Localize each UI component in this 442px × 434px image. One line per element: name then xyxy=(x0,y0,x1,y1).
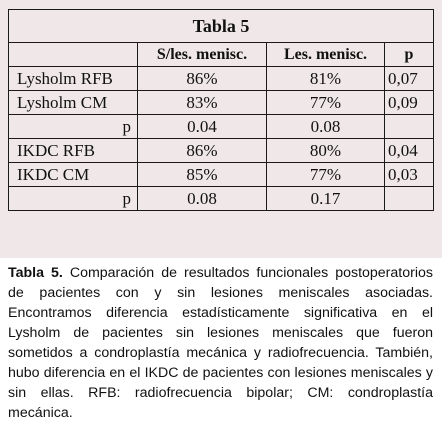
cell-con-lesion: 77% xyxy=(266,90,385,115)
cell-con-lesion: 0.08 xyxy=(266,114,385,139)
cell-sin-lesion: 0.08 xyxy=(137,186,267,211)
cell-con-lesion: 81% xyxy=(266,66,385,91)
cell-p: 0,04 xyxy=(384,138,434,163)
cell-p xyxy=(384,114,434,139)
table-row: Lysholm CM 83% 77% 0,09 xyxy=(8,90,434,115)
cell-sin-lesion: 0.04 xyxy=(137,114,267,139)
header-con-lesion: Les. menisc. xyxy=(266,42,385,67)
table-row: Lysholm RFB 86% 81% 0,07 xyxy=(8,66,434,91)
table-caption: Tabla 5. Comparación de resultados funci… xyxy=(8,263,433,423)
table-title: Tabla 5 xyxy=(8,9,434,43)
table-header-row: S/les. menisc. Les. menisc. p xyxy=(8,42,434,67)
row-label: IKDC RFB xyxy=(8,138,138,163)
cell-con-lesion: 77% xyxy=(266,162,385,187)
row-label: IKDC CM xyxy=(8,162,138,187)
header-empty xyxy=(8,42,138,67)
header-sin-lesion: S/les. menisc. xyxy=(137,42,267,67)
table-row: IKDC CM 85% 77% 0,03 xyxy=(8,162,434,187)
row-label: p xyxy=(8,186,138,211)
cell-con-lesion: 0.17 xyxy=(266,186,385,211)
table-panel: Tabla 5 S/les. menisc. Les. menisc. p Ly… xyxy=(0,0,442,258)
table-row: p 0.04 0.08 xyxy=(8,114,434,139)
cell-sin-lesion: 85% xyxy=(137,162,267,187)
caption-text: Comparación de resultados funcionales po… xyxy=(8,265,433,421)
row-label: Lysholm CM xyxy=(8,90,138,115)
header-p: p xyxy=(384,42,434,67)
cell-p: 0,09 xyxy=(384,90,434,115)
caption-lead: Tabla 5. xyxy=(8,265,63,281)
table-row: p 0.08 0.17 xyxy=(8,186,434,211)
cell-p xyxy=(384,186,434,211)
cell-p: 0,03 xyxy=(384,162,434,187)
cell-sin-lesion: 83% xyxy=(137,90,267,115)
row-label: Lysholm RFB xyxy=(8,66,138,91)
cell-p: 0,07 xyxy=(384,66,434,91)
table-row: IKDC RFB 86% 80% 0,04 xyxy=(8,138,434,163)
table-title-row: Tabla 5 xyxy=(8,9,434,43)
cell-sin-lesion: 86% xyxy=(137,66,267,91)
cell-con-lesion: 80% xyxy=(266,138,385,163)
row-label: p xyxy=(8,114,138,139)
results-table: Tabla 5 S/les. menisc. Les. menisc. p Ly… xyxy=(8,9,434,211)
cell-sin-lesion: 86% xyxy=(137,138,267,163)
